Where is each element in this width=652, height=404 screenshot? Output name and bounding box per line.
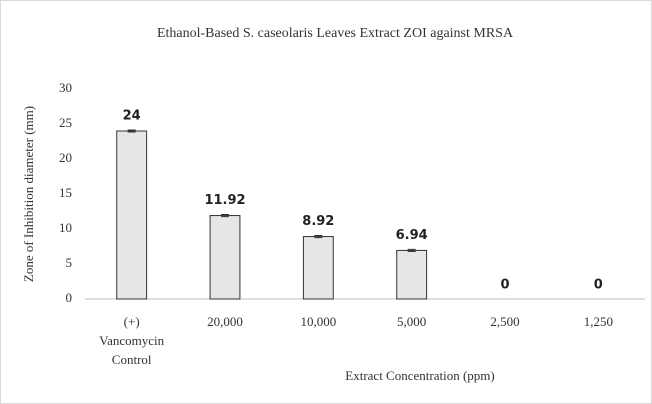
y-tick-label: 10 (59, 220, 72, 235)
error-bar (127, 129, 136, 133)
x-tick-label: 10,000 (300, 314, 336, 329)
bar (302, 236, 334, 300)
x-axis-label: Extract Concentration (ppm) (345, 368, 494, 383)
data-label: 8.92 (302, 214, 334, 229)
data-label: 24 (123, 108, 141, 123)
y-tick-label: 30 (59, 80, 72, 95)
y-tick-label: 25 (59, 115, 72, 130)
y-axis-label: Zone of Inhibition diameter (mm) (21, 106, 36, 282)
x-tick-label: 1,250 (584, 314, 613, 329)
y-tick-label: 5 (66, 255, 73, 270)
y-tick-label: 15 (59, 185, 72, 200)
error-bar (221, 214, 229, 218)
x-tick-label: 5,000 (397, 314, 426, 329)
data-label: 11.92 (204, 193, 245, 208)
bar (209, 215, 241, 300)
y-tick-label: 20 (59, 150, 72, 165)
error-bar (314, 235, 323, 239)
bar (116, 130, 148, 300)
data-label: 6.94 (396, 228, 428, 243)
error-bar (407, 248, 416, 252)
y-tick-label: 0 (66, 290, 73, 305)
x-tick-label: 2,500 (490, 314, 519, 329)
chart-title: Ethanol-Based S. caseolaris Leaves Extra… (157, 26, 514, 41)
x-tick-label: (+) Vancomycin Control (99, 314, 164, 367)
data-label: 0 (594, 278, 603, 293)
data-label: 0 (500, 278, 509, 293)
bar (396, 249, 428, 300)
x-tick-label: 20,000 (207, 314, 243, 329)
